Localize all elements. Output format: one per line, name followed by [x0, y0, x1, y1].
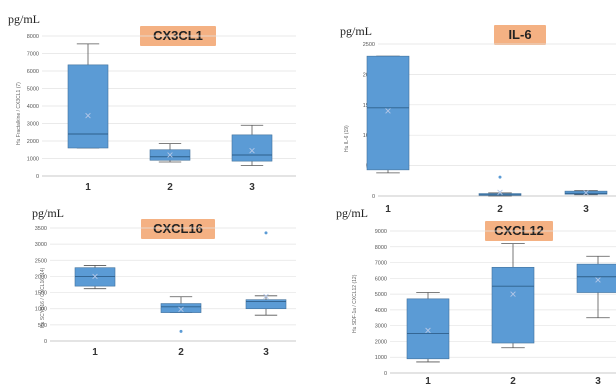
y-tick-label: 7000: [375, 261, 387, 267]
y-tick-label: 5000: [27, 87, 39, 93]
mean-marker: [178, 306, 184, 313]
chart-panel-cx3cl1: pg/mL CX3CL1 Hu Fractalkine / CX3CL1 (7)…: [0, 0, 308, 198]
box-2: [491, 266, 535, 344]
x-category-label: 2: [510, 376, 516, 387]
x-category-label: 3: [263, 347, 269, 358]
outlier-point: [498, 175, 502, 179]
y-tick-label: 2000: [27, 139, 39, 145]
unit-label: pg/mL: [8, 12, 40, 26]
y-tick-label: 1500: [35, 291, 47, 297]
y-tick-label: 0: [372, 194, 375, 200]
box-3: [245, 299, 287, 310]
x-category-label: 1: [425, 376, 431, 387]
chart-svg: 0 500 1000 1500 2000 2500 3000 3500 1 2 3: [35, 226, 296, 358]
mean-marker: [249, 147, 255, 154]
mean-marker: [385, 108, 391, 114]
chart-svg: 0 1000 2000 3000 4000 5000 6000 7000 8000 9000 1 2 3: [375, 229, 616, 387]
y-tick-label: 3500: [35, 226, 47, 232]
x-category-label: 1: [385, 204, 391, 215]
y-tick-label: 3000: [35, 242, 47, 248]
y-tick-label: 7000: [27, 52, 39, 58]
outlier-point: [264, 231, 268, 235]
y-tick-label: 0: [44, 339, 47, 345]
box-2: [160, 303, 202, 313]
y-tick-label: 1000: [35, 307, 47, 313]
y-tick-label: 3000: [375, 324, 387, 330]
box-1: [67, 64, 109, 149]
chart-title: IL-6: [494, 25, 546, 45]
mean-marker-stroke: [510, 291, 516, 297]
mean-marker-stroke: [263, 293, 269, 300]
mean-marker: [595, 277, 601, 283]
x-category-label: 2: [167, 182, 173, 193]
mean-marker: [92, 273, 98, 280]
y-tick-label: 4000: [27, 104, 39, 110]
y-tick-label: 2000: [35, 274, 47, 280]
mean-marker-stroke: [595, 277, 601, 283]
y-tick-label: 8000: [27, 34, 39, 40]
y-tick-label: 0: [384, 371, 387, 377]
x-category-label: 3: [583, 204, 589, 215]
mean-marker: [85, 112, 91, 119]
y-tick-label: 2000: [375, 339, 387, 345]
y-tick-label: 6000: [27, 69, 39, 75]
unit-label: pg/mL: [32, 206, 64, 220]
mean-marker-stroke: [92, 273, 98, 280]
unit-label: pg/mL: [336, 206, 368, 220]
chart-svg: 0 1000 2000 3000 4000 5000 6000 7000 8000 1 2 3: [27, 34, 296, 193]
chart-panel-il6: pg/mL IL-6 Hu IL-6 (19) 0500100015002000…: [308, 0, 616, 215]
y-tick-label: 1000: [375, 355, 387, 361]
chart-svg: 05001000150020002500123: [363, 42, 616, 215]
y-tick-label: 500: [38, 323, 47, 329]
mean-marker: [263, 293, 269, 300]
mean-marker-stroke: [167, 152, 173, 158]
mean-marker: [425, 327, 431, 334]
chart-panel-cxcl12: pg/mL CXCL12 Hu SDF-1a / CXCL12 (12) 0 10…: [308, 198, 616, 391]
mean-marker-stroke: [249, 147, 255, 154]
mean-marker-stroke: [425, 327, 431, 334]
mean-marker: [583, 189, 589, 196]
x-category-label: 1: [85, 182, 91, 193]
outlier-point: [179, 329, 183, 333]
y-tick-label: 5000: [375, 292, 387, 298]
mean-marker: [497, 189, 503, 196]
y-tick-label: 0: [36, 174, 39, 180]
y-tick-label: 2500: [35, 258, 47, 264]
x-category-label: 3: [249, 182, 255, 193]
y-tick-label: 6000: [375, 276, 387, 282]
mean-marker-stroke: [497, 189, 503, 196]
x-category-label: 1: [92, 347, 98, 358]
chart-panel-cxcl16: pg/mL CXCL16 Hu SCYB16 / CXCL16 (14) 0 50…: [0, 198, 308, 391]
x-category-label: 3: [595, 376, 601, 387]
y-tick-label: 4000: [375, 308, 387, 314]
box-1: [366, 55, 410, 171]
unit-label: pg/mL: [340, 24, 372, 38]
box-3: [231, 134, 273, 162]
mean-marker-stroke: [178, 306, 184, 313]
box-1: [406, 298, 450, 360]
y-tick-label: 9000: [375, 229, 387, 235]
mean-marker: [167, 152, 173, 158]
mean-marker: [510, 291, 516, 297]
y-tick-label: 3000: [27, 122, 39, 128]
mean-marker-stroke: [385, 108, 391, 114]
mean-marker-stroke: [85, 112, 91, 119]
y-tick-label: 8000: [375, 245, 387, 251]
y-tick-label: 1000: [27, 157, 39, 163]
y-tick-label: 2500: [363, 42, 375, 48]
x-category-label: 2: [497, 204, 503, 215]
mean-marker-stroke: [583, 189, 589, 196]
chart-title: CXCL16: [141, 219, 215, 239]
x-category-label: 2: [178, 347, 184, 358]
